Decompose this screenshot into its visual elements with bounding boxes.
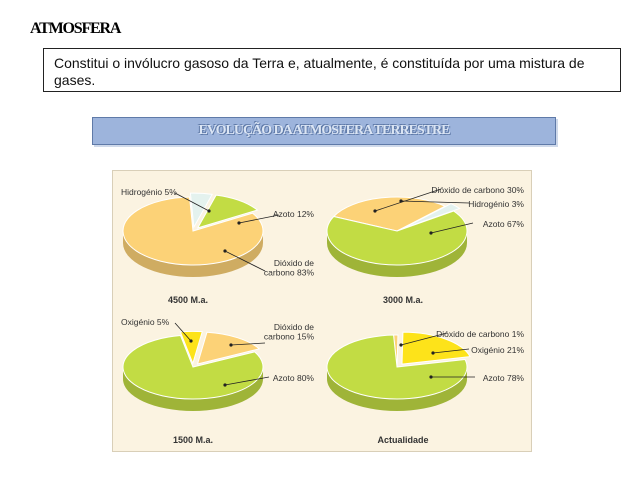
leader-line [224,376,270,386]
slice-label-line: carbono 83% [264,268,315,278]
slice-label: Azoto 80% [273,373,315,383]
leader-line [230,342,266,346]
banner-title: EVOLUÇÃO DA ATMOSFERA TERRESTRE [198,123,451,138]
intro-text: Constitui o invólucro gasoso da Terra e,… [54,55,585,88]
intro-definition-box: Constitui o invólucro gasoso da Terra e,… [43,48,621,92]
leader-line [400,200,470,204]
slice-label-line: Oxigénio 21% [471,345,524,355]
leader-dot [399,343,403,347]
pie-caption: Actualidade [377,435,428,445]
pie-slice-di-xido-de-carbono [196,331,261,365]
slice-label-line: Azoto 80% [273,373,315,383]
section-banner: EVOLUÇÃO DA ATMOSFERA TERRESTRE [92,117,556,145]
pie-chart-2: Dióxido de carbono 30% Hidrogénio 3% Azoto… [326,185,525,305]
slice-label: Azoto 78% [483,373,525,383]
leader-line [224,250,266,272]
leader-dot [229,343,233,347]
slice-label-line: Oxigénio 5% [121,317,170,327]
slice-label: Dióxido de carbono 83% [264,258,315,278]
pie-slice-hidrog-nio [189,192,213,229]
pie-caption: 4500 M.a. [168,295,208,305]
atmosphere-evolution-figure: Hidrogénio 5% Azoto 12% Dióxido de carbono … [112,170,532,452]
slice-label-line: Dióxido de [274,258,314,268]
leader-line [174,322,192,342]
slice-label: Dióxido de carbono 15% [264,322,315,342]
pie-slice-azoto [326,210,468,266]
slice-label-line: Hidrogénio 3% [468,199,524,209]
pie-slice-azoto [122,334,264,400]
pie-side [123,367,263,411]
pie-caption: 1500 M.a. [173,435,213,445]
leader-dot [207,209,211,213]
leader-line [400,332,448,346]
slice-label: Oxigénio 21% [471,345,524,355]
pie-chart-4: Dióxido de carbono 1% Oxigénio 21% Azoto 7… [326,329,525,445]
page-title: ATMOSFERA [30,20,121,37]
slice-label: Hidrogénio 5% [121,187,177,197]
slice-label-line: Azoto 12% [273,209,315,219]
slice-label-line: Hidrogénio 5% [121,187,177,197]
pie-chart-3: Oxigénio 5% Dióxido de carbono 15% Azoto 80… [121,317,314,445]
slice-label-line: Azoto 78% [483,373,525,383]
slice-label: Dióxido de carbono 30% [431,185,524,195]
leader-dot [429,375,433,379]
leader-dot [237,221,241,225]
slice-label-line: Dióxido de carbono 1% [436,329,524,339]
slice-label-line: Dióxido de carbono 30% [431,185,524,195]
leader-dot [429,231,433,235]
pie-slice-azoto [326,334,468,400]
slice-label-line: Azoto 67% [483,219,525,229]
leader-dot [373,209,377,213]
pie-chart-1: Hidrogénio 5% Azoto 12% Dióxido de carbono … [121,187,314,305]
slice-label: Hidrogénio 3% [468,199,524,209]
pie-side [327,231,467,277]
slice-label-line: Dióxido de [274,322,314,332]
leader-line [238,214,280,224]
leader-dot [189,339,193,343]
pie-depth [327,367,467,411]
pie-side [123,231,263,277]
slice-label: Azoto 12% [273,209,315,219]
pie-slice-azoto [196,194,259,229]
pie-side [327,367,467,411]
leader-line [174,192,210,212]
pie-caption: 3000 M.a. [383,295,423,305]
pie-depth [327,231,467,277]
pie-slice-oxig-nio [179,330,203,365]
pie-slice-di-xido-de-carbono [122,196,264,266]
pie-depth [123,231,263,277]
slice-label-line: carbono 15% [264,332,315,342]
slice-label: Azoto 67% [483,219,525,229]
pie-charts-svg: Hidrogénio 5%Azoto 12%Dióxido de carbono … [121,185,525,445]
leader-dot [223,383,227,387]
slice-label: Dióxido de carbono 1% [436,329,524,339]
pie-depth [123,367,263,411]
leader-line [374,188,442,212]
pie-slice-hidrog-nio [402,203,461,229]
leader-dot [431,351,435,355]
slice-label: Oxigénio 5% [121,317,170,327]
leader-dot [399,199,403,203]
leader-line [432,348,470,354]
leader-dot [223,249,227,253]
leader-line [430,222,474,234]
